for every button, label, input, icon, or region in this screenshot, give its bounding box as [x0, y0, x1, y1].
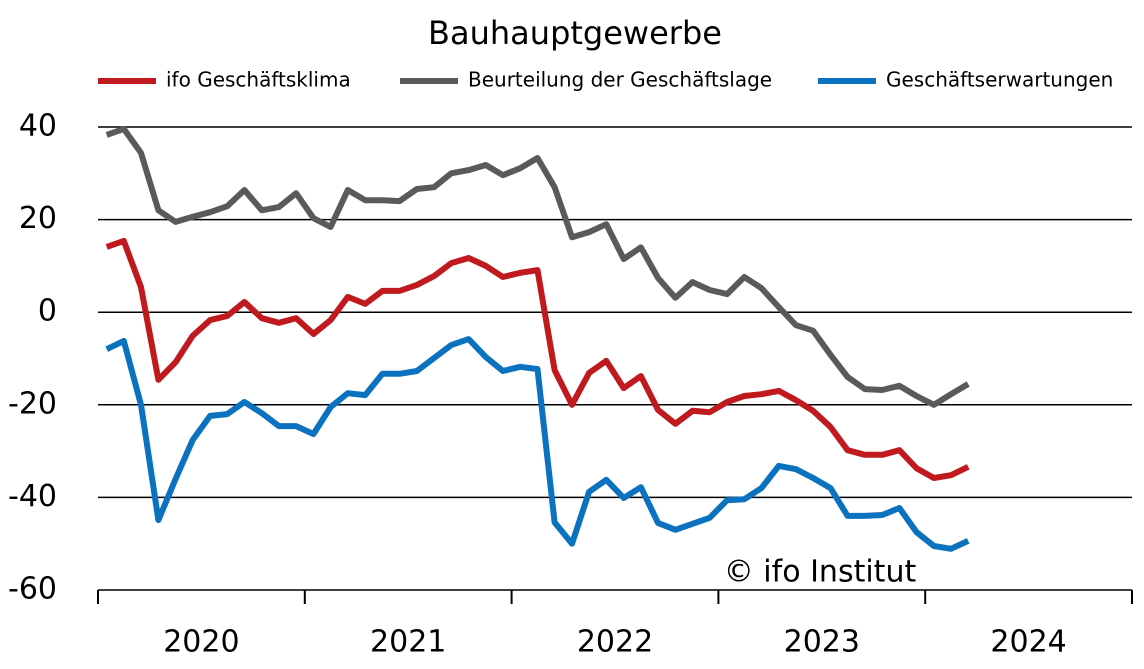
y-tick-label: 20 — [19, 201, 57, 236]
x-tick-label: 2022 — [577, 625, 653, 660]
x-tick-label: 2024 — [990, 625, 1066, 660]
series-line — [105, 125, 970, 408]
x-tick-label: 2021 — [370, 625, 446, 660]
x-tick-label: 2023 — [784, 625, 860, 660]
y-tick-label: -60 — [8, 572, 57, 607]
legend-label: Geschäftserwartungen — [886, 68, 1113, 92]
legend-label: ifo Geschäftsklima — [166, 68, 351, 92]
plot: -60 -40 -20 0 20 40 2020 2021 2022 2023 2024 ifo Ge… — [8, 68, 1133, 660]
annotation: © ifo Institut — [724, 555, 917, 590]
series-line — [105, 237, 970, 481]
y-tick-label: 40 — [19, 109, 57, 144]
y-tick-label: 0 — [38, 294, 57, 329]
y-tick-label: -40 — [8, 479, 57, 514]
series-line — [105, 336, 970, 552]
x-tick-label: 2020 — [163, 625, 239, 660]
y-tick-label: -20 — [8, 386, 57, 421]
chart-title: Bauhauptgewerbe — [428, 14, 722, 52]
legend-label: Beurteilung der Geschäftslage — [468, 68, 772, 92]
